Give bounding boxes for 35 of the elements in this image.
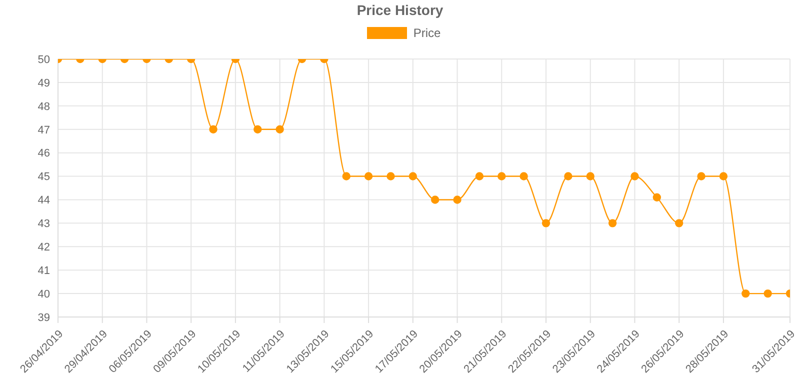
y-tick-label: 43 [38,218,50,230]
y-tick-label: 41 [38,264,50,277]
y-tick-label: 47 [38,124,50,136]
chart-title: Price History [356,1,444,20]
point [564,172,572,180]
y-tick-label: 39 [38,312,50,324]
y-tick-label: 44 [38,194,50,207]
y-tick-label: 50 [38,54,50,66]
point [498,172,506,180]
y-tick-label: 42 [38,242,50,254]
point [586,172,594,180]
point [719,172,728,180]
point [652,193,662,202]
point [254,125,262,134]
y-tick-label: 46 [38,148,50,160]
point [430,196,440,204]
point [364,172,373,180]
point [542,219,550,228]
point [342,172,350,180]
point [209,125,218,134]
y-tick-label: 48 [38,100,50,113]
point [674,219,684,228]
point [475,172,484,180]
point [276,125,284,134]
y-tick-label: 49 [38,77,50,90]
y-tick-label: 45 [38,171,50,184]
legend-label: Price [412,26,441,40]
point [608,219,617,228]
point [408,172,418,180]
point [630,172,639,180]
point [697,172,706,180]
point [453,196,462,204]
point [520,172,528,180]
point [386,172,395,180]
y-tick-label: 40 [38,288,50,300]
